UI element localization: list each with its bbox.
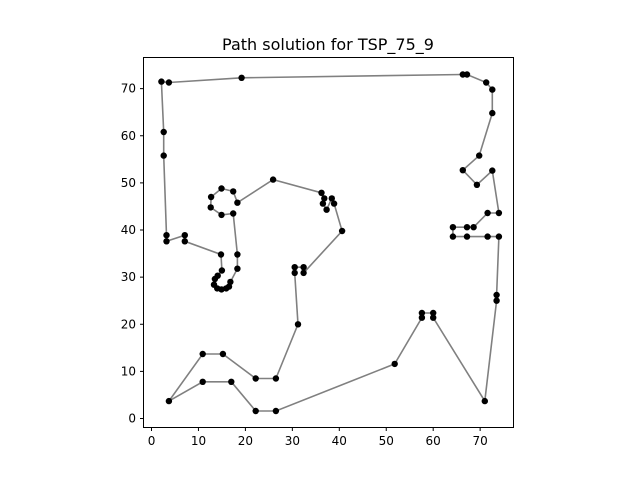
city-point — [210, 281, 218, 288]
x-tick-label: 70 — [472, 434, 487, 448]
city-point — [430, 314, 437, 321]
city-point — [463, 71, 471, 78]
y-tick-label: 60 — [121, 129, 136, 143]
city-point — [207, 193, 215, 201]
x-tick-label: 60 — [426, 434, 441, 448]
city-point — [234, 265, 241, 272]
city-point — [238, 74, 245, 82]
city-point — [160, 152, 167, 159]
city-point — [230, 188, 237, 195]
city-point — [430, 309, 437, 317]
chart-title: Path solution for TSP_75_9 — [222, 35, 434, 55]
city-point — [199, 350, 206, 358]
city-point — [321, 195, 328, 202]
y-tick-label: 10 — [121, 364, 136, 378]
x-tick-label: 30 — [285, 434, 300, 448]
city-point — [459, 167, 466, 174]
city-point — [484, 233, 491, 240]
city-point — [269, 176, 277, 183]
city-point — [484, 209, 491, 217]
x-tick-label: 10 — [191, 434, 206, 448]
city-point — [160, 128, 167, 136]
city-point — [252, 407, 259, 415]
y-tick-label: 70 — [121, 82, 136, 96]
city-points — [158, 71, 503, 415]
y-tick-label: 20 — [121, 317, 136, 331]
city-point — [252, 375, 259, 382]
y-tick-label: 50 — [121, 176, 136, 190]
city-point — [217, 251, 225, 258]
city-point — [489, 109, 496, 117]
x-tick-label: 20 — [238, 434, 253, 448]
city-point — [323, 206, 330, 213]
city-point — [300, 264, 307, 271]
city-point — [489, 167, 496, 174]
city-point — [199, 378, 206, 385]
city-point — [483, 79, 490, 86]
city-point — [391, 360, 398, 368]
city-point — [495, 233, 503, 240]
city-point — [219, 350, 227, 358]
plot-frame — [143, 57, 514, 428]
city-point — [493, 297, 500, 304]
city-point — [207, 204, 214, 211]
city-point — [181, 238, 188, 245]
city-point — [338, 227, 346, 235]
city-point — [319, 200, 327, 207]
city-point — [218, 267, 226, 274]
city-point — [230, 210, 237, 217]
city-point — [330, 200, 338, 207]
city-point — [234, 251, 241, 258]
x-tick-label: 50 — [379, 434, 394, 448]
city-point — [463, 233, 471, 240]
y-tick-label: 0 — [128, 412, 136, 426]
city-point — [489, 86, 496, 93]
city-point — [328, 195, 335, 202]
city-point — [418, 309, 426, 317]
city-point — [291, 269, 298, 277]
city-point — [163, 232, 170, 239]
city-point — [495, 209, 503, 217]
city-point — [214, 272, 221, 279]
city-point — [470, 224, 477, 231]
y-tick-label: 40 — [121, 223, 136, 237]
city-point — [294, 321, 302, 328]
x-tick-label: 0 — [148, 434, 156, 448]
city-point — [218, 185, 225, 192]
city-point — [181, 232, 188, 239]
city-point — [158, 78, 165, 85]
x-tick-label: 40 — [332, 434, 347, 448]
city-point — [165, 79, 173, 86]
city-point — [493, 291, 500, 299]
city-point — [481, 397, 488, 405]
city-point — [463, 224, 471, 231]
y-tick-label: 30 — [121, 270, 136, 284]
city-point — [476, 152, 483, 159]
y-axis: 0 10 20 30 40 50 60 70 — [121, 82, 144, 426]
city-point — [228, 378, 235, 385]
city-point — [318, 189, 325, 196]
city-point — [234, 199, 241, 206]
city-point — [272, 375, 280, 382]
city-point — [449, 224, 457, 231]
tour-path — [160, 73, 500, 412]
tour-line — [160, 73, 500, 412]
city-point — [291, 264, 298, 271]
city-point — [449, 233, 457, 240]
city-point — [218, 211, 225, 219]
city-point — [473, 181, 481, 188]
x-axis: 0 10 20 30 40 50 60 70 — [148, 427, 488, 448]
city-point — [163, 238, 170, 245]
city-point — [300, 269, 307, 277]
city-point — [272, 407, 280, 415]
city-point — [165, 397, 173, 405]
city-point — [418, 314, 426, 321]
